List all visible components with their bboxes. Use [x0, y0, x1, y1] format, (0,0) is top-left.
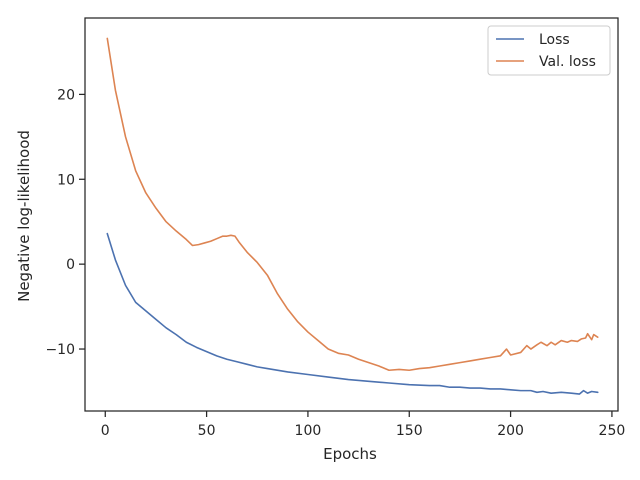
- legend: Loss Val. loss: [487, 25, 611, 76]
- legend-label-loss: Loss: [539, 32, 570, 48]
- legend-label-val-loss: Val. loss: [539, 54, 596, 70]
- x-tick-label: 0: [101, 423, 110, 439]
- x-tick-label: 100: [295, 423, 322, 439]
- x-axis-label: Epochs: [323, 445, 377, 463]
- y-tick-label: −10: [45, 342, 75, 358]
- x-tick-label: 50: [198, 423, 216, 439]
- x-tick-label: 200: [497, 423, 524, 439]
- series-layer: [106, 37, 599, 395]
- y-tick-label: 20: [57, 87, 75, 103]
- ticks-layer: 0 50 100 150 200 250 −10 0 10 20: [45, 87, 625, 439]
- plot-frame: [84, 17, 619, 412]
- series-line-val-loss: [106, 37, 599, 372]
- y-tick-label: 0: [66, 257, 75, 273]
- x-tick-label: 250: [599, 423, 626, 439]
- y-axis-label: Negative log-likelihood: [15, 130, 33, 302]
- series-line-loss: [106, 232, 599, 395]
- y-tick-label: 10: [57, 172, 75, 188]
- x-tick-label: 150: [396, 423, 423, 439]
- plot-area: [85, 18, 618, 411]
